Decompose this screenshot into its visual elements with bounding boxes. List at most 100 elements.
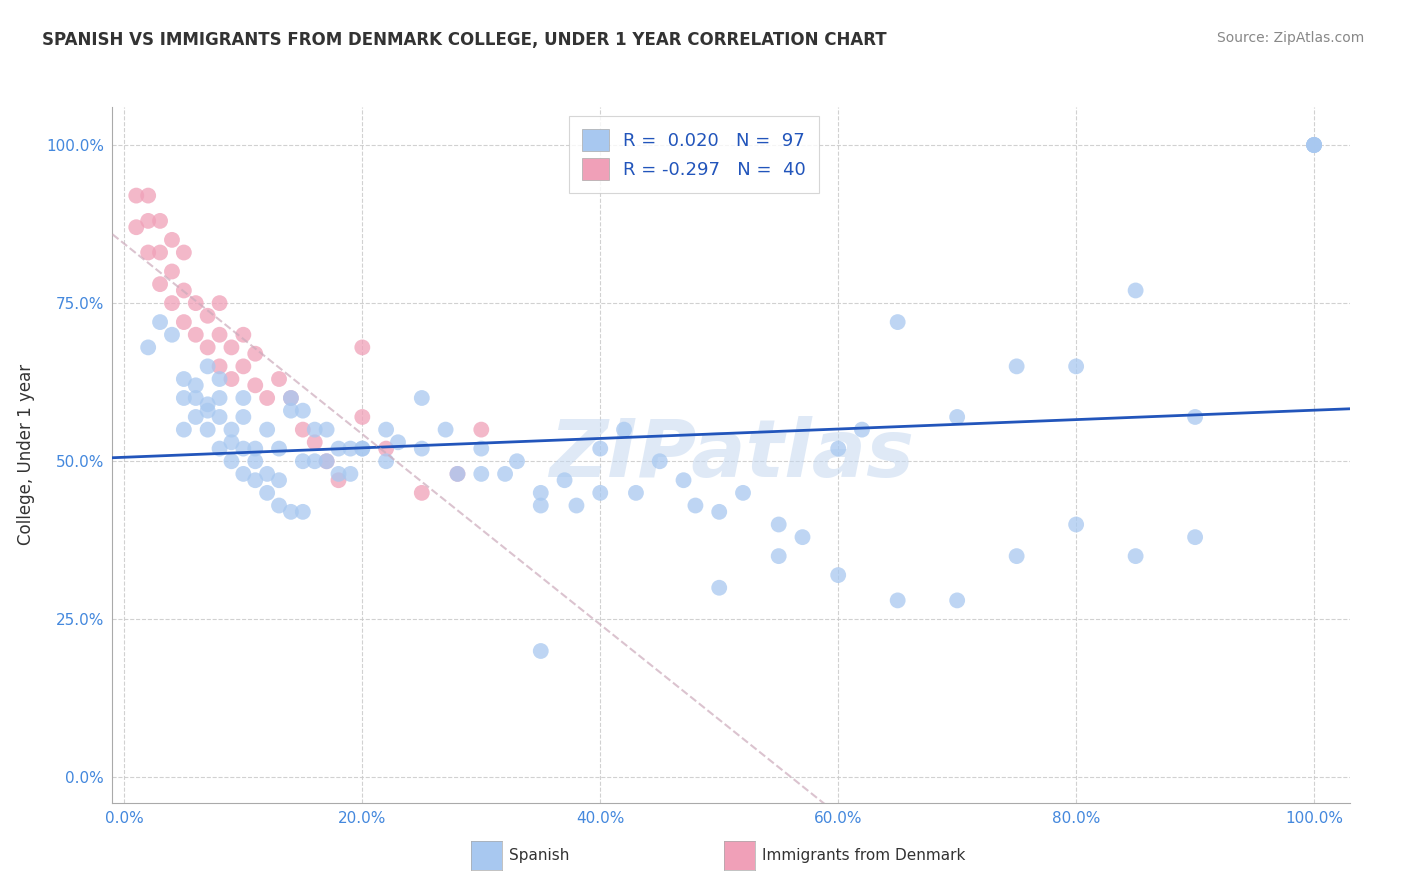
Point (1125, 549, 1147, 563)
Point (411, 486, 433, 500)
Point (565, 499, 588, 513)
Point (221, 435, 243, 450)
Point (136, 188, 159, 202)
Point (208, 296, 231, 310)
Point (208, 409, 231, 424)
Point (197, 397, 219, 411)
Point (256, 423, 278, 437)
Point (291, 454, 314, 468)
Point (136, 245, 159, 260)
Point (315, 423, 337, 437)
Point (184, 296, 207, 310)
Point (149, 277, 172, 292)
Point (173, 391, 195, 405)
Point (446, 467, 468, 481)
Point (1303, 138, 1326, 153)
Point (1005, 549, 1028, 563)
Point (768, 549, 790, 563)
Point (352, 442, 374, 456)
Point (648, 454, 671, 468)
Point (613, 423, 636, 437)
Point (160, 264, 183, 278)
Point (267, 473, 290, 487)
Point (494, 467, 516, 481)
Point (221, 454, 243, 468)
Point (470, 467, 492, 481)
Point (245, 442, 267, 456)
Point (160, 327, 183, 342)
Point (387, 435, 409, 450)
Point (184, 409, 207, 424)
Point (160, 233, 183, 247)
Point (173, 245, 195, 260)
Point (685, 499, 707, 513)
Point (554, 473, 576, 487)
Point (411, 391, 433, 405)
Point (149, 214, 172, 228)
Point (267, 499, 290, 513)
Point (232, 467, 254, 481)
Point (1303, 138, 1326, 153)
Point (1005, 359, 1028, 374)
Point (1064, 517, 1087, 532)
Point (530, 499, 553, 513)
Point (245, 347, 267, 361)
Point (280, 505, 302, 519)
Point (1303, 138, 1326, 153)
Point (886, 593, 908, 607)
Point (1184, 409, 1206, 424)
Point (672, 473, 695, 487)
Point (328, 467, 350, 481)
Point (256, 486, 278, 500)
Point (232, 391, 254, 405)
Point (232, 359, 254, 374)
Text: Spanish: Spanish (509, 848, 569, 863)
Point (434, 423, 457, 437)
Point (173, 423, 195, 437)
Point (280, 391, 302, 405)
Point (352, 340, 374, 354)
Point (304, 423, 326, 437)
Point (375, 454, 398, 468)
Point (304, 435, 326, 450)
Point (184, 327, 207, 342)
Point (208, 372, 231, 386)
Point (221, 423, 243, 437)
Point (184, 391, 207, 405)
Point (221, 340, 243, 354)
Point (946, 593, 969, 607)
Point (1303, 138, 1326, 153)
Point (197, 359, 219, 374)
Point (792, 530, 814, 544)
Point (280, 391, 302, 405)
Point (256, 391, 278, 405)
Point (304, 454, 326, 468)
Point (624, 486, 647, 500)
Point (221, 372, 243, 386)
Point (328, 473, 350, 487)
Point (125, 220, 148, 235)
Point (232, 409, 254, 424)
Point (291, 505, 314, 519)
Point (173, 372, 195, 386)
Point (315, 454, 337, 468)
Point (245, 454, 267, 468)
Text: ZIPatlas: ZIPatlas (548, 416, 914, 494)
Point (208, 391, 231, 405)
Point (886, 315, 908, 329)
Point (197, 340, 219, 354)
Y-axis label: College, Under 1 year: College, Under 1 year (17, 364, 35, 546)
Point (946, 409, 969, 424)
Point (339, 442, 361, 456)
Point (245, 378, 267, 392)
Point (125, 188, 148, 202)
Point (470, 442, 492, 456)
Point (1125, 284, 1147, 298)
Point (709, 505, 731, 519)
Point (149, 315, 172, 329)
Point (160, 296, 183, 310)
Point (589, 442, 612, 456)
Point (267, 442, 290, 456)
Point (352, 442, 374, 456)
Point (232, 442, 254, 456)
